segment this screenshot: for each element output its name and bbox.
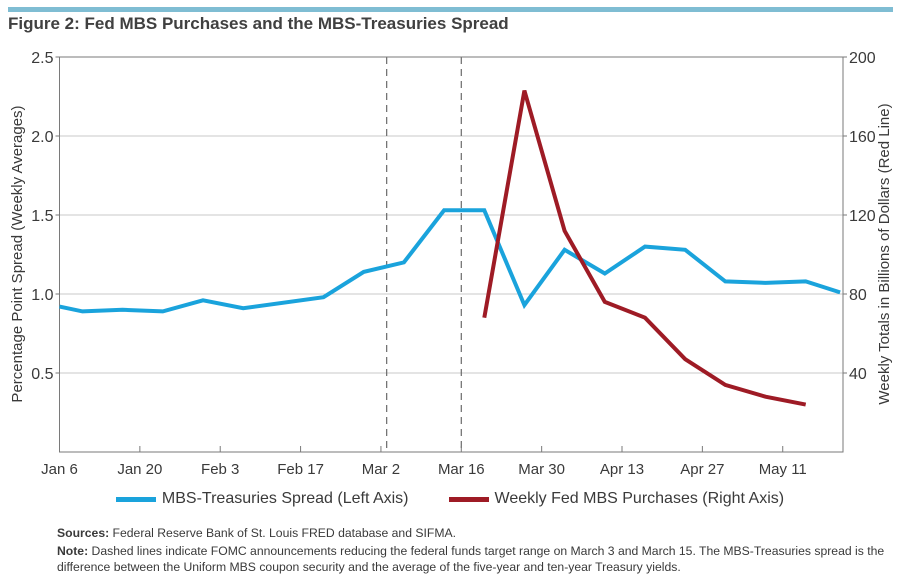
- legend-label-purchases: Weekly Fed MBS Purchases (Right Axis): [494, 490, 785, 507]
- y-axis-left: 0.5 1.0 1.5 2.0 2.5: [31, 50, 60, 383]
- y-left-tick-label: 2.0: [31, 129, 53, 146]
- y-right-tick-label: 120: [849, 208, 876, 225]
- y-left-tick-label: 1.0: [31, 287, 53, 304]
- y-right-tick-label: 160: [849, 129, 876, 146]
- x-tick-label: Feb 17: [277, 461, 324, 478]
- note-text: Dashed lines indicate FOMC announcements…: [57, 544, 885, 574]
- legend-item-spread: MBS-Treasuries Spread (Left Axis): [115, 490, 409, 508]
- y-right-tick-label: 200: [849, 50, 876, 67]
- y-axis-left-label: Percentage Point Spread (Weekly Averages…: [9, 105, 26, 402]
- sources-text: Federal Reserve Bank of St. Louis FRED d…: [109, 526, 456, 540]
- accent-bar: [8, 7, 893, 12]
- legend-label-spread: MBS-Treasuries Spread (Left Axis): [161, 490, 409, 507]
- note-label: Note:: [57, 544, 89, 558]
- x-tick-label: Feb 3: [201, 461, 239, 478]
- legend-swatch-purchases: [448, 496, 489, 502]
- x-tick-label: Jan 6: [41, 461, 78, 478]
- x-tick-label: Mar 30: [518, 461, 565, 478]
- y-right-tick-label: 40: [849, 366, 867, 383]
- x-tick-label: Apr 13: [600, 461, 644, 478]
- methodology-note: Note: Dashed lines indicate FOMC announc…: [57, 543, 887, 575]
- x-tick-label: Jan 20: [117, 461, 162, 478]
- legend: MBS-Treasuries Spread (Left Axis) Weekly…: [0, 490, 900, 508]
- gridlines: [59, 135, 843, 374]
- y-left-tick-label: 0.5: [31, 366, 53, 383]
- footnotes: Sources: Federal Reserve Bank of St. Lou…: [57, 525, 887, 577]
- figure-title: Figure 2: Fed MBS Purchases and the MBS-…: [8, 14, 509, 33]
- legend-swatch-spread: [115, 496, 156, 502]
- fomc-vlines: [386, 57, 462, 452]
- sources-label: Sources:: [57, 526, 110, 540]
- y-left-tick-label: 1.5: [31, 208, 53, 225]
- sources-note: Sources: Federal Reserve Bank of St. Lou…: [57, 525, 887, 541]
- x-tick-label: Apr 27: [680, 461, 724, 478]
- legend-item-purchases: Weekly Fed MBS Purchases (Right Axis): [448, 490, 785, 508]
- series-group: [59, 90, 841, 407]
- y-right-tick-label: 80: [849, 287, 867, 304]
- x-tick-label: Mar 2: [362, 461, 400, 478]
- plot-frame: [59, 56, 844, 453]
- spread-line: [59, 208, 841, 314]
- y-left-tick-label: 2.5: [31, 50, 53, 67]
- x-axis: Jan 6 Jan 20 Feb 3 Feb 17 Mar 2 Mar 16 Mar 30 A…: [41, 446, 807, 478]
- x-tick-label: May 11: [759, 461, 807, 478]
- y-axis-right-label: Weekly Totals in Billions of Dollars (Re…: [876, 103, 893, 404]
- y-axis-right: 40 80 120 160 200: [843, 50, 876, 383]
- x-tick-label: Mar 16: [438, 461, 485, 478]
